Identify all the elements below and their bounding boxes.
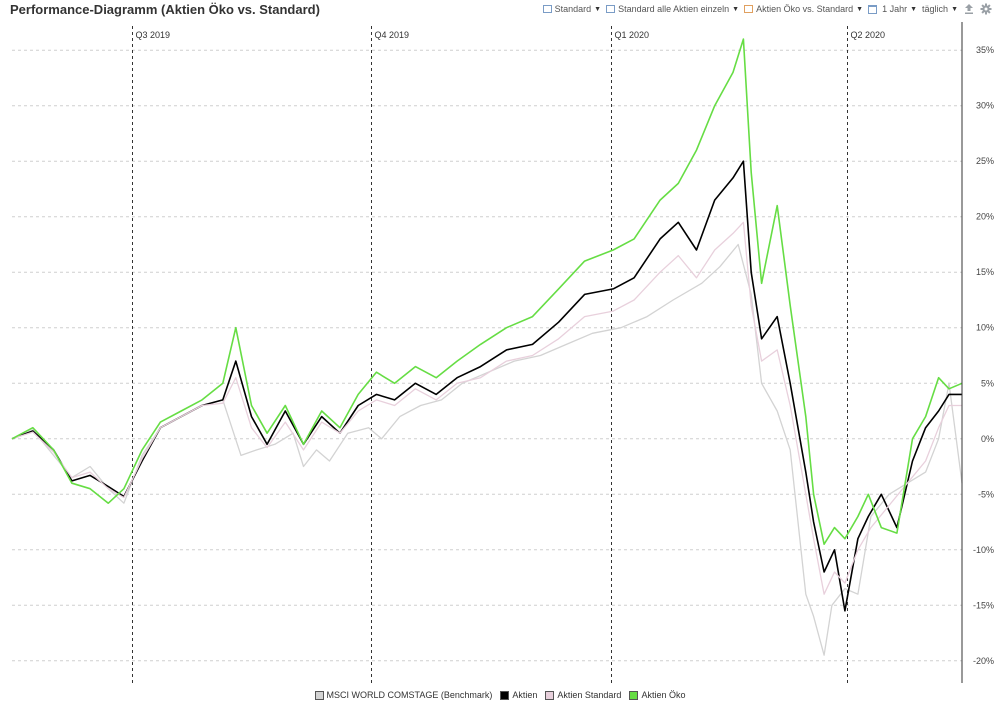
legend-item-aktien-oeko[interactable]: Aktien Öko [629, 690, 685, 700]
legend-swatch [545, 690, 555, 700]
legend-label: Aktien Öko [641, 690, 686, 700]
legend-item-aktien-standard[interactable]: Aktien Standard [545, 690, 621, 700]
series-layer [11, 38, 963, 656]
chart-box-icon [744, 5, 754, 13]
legend-label: Aktien [512, 690, 538, 700]
standard-all-stocks-selector[interactable]: Standard alle Aktien einzeln ▼ [606, 4, 739, 14]
series-line [11, 221, 962, 595]
y-tick-label: 0% [981, 434, 994, 444]
chart-box-icon [542, 5, 552, 13]
chevron-down-icon: ▼ [856, 5, 864, 13]
quarter-markers: Q3 2019 Q4 2019 Q1 2020 Q2 2020 [132, 26, 886, 683]
legend-label: Aktien Standard [557, 690, 622, 700]
y-tick-label: 35% [976, 45, 994, 55]
gear-icon[interactable] [980, 3, 992, 15]
legend-item-aktien[interactable]: Aktien [500, 690, 537, 700]
eco-vs-standard-selector[interactable]: Aktien Öko vs. Standard ▼ [744, 4, 863, 14]
quarter-label: Q3 2019 [136, 30, 171, 40]
page-title: Performance-Diagramm (Aktien Öko vs. Sta… [10, 2, 320, 17]
y-tick-label: 30% [976, 101, 994, 111]
grid-layer [12, 49, 962, 662]
interval-label: täglich [922, 4, 949, 14]
legend-label: MSCI WORLD COMSTAGE (Benchmark) [326, 690, 493, 700]
legend-swatch [629, 690, 639, 700]
interval-selector[interactable]: täglich ▼ [922, 4, 958, 14]
performance-chart: Q3 2019 Q4 2019 Q1 2020 Q2 2020 35% 30% 25% 20… [11, 22, 994, 683]
chevron-down-icon: ▼ [594, 5, 602, 13]
chart-box-icon [606, 5, 616, 13]
period-selector[interactable]: 1 Jahr ▼ [882, 4, 917, 14]
legend-item-benchmark[interactable]: MSCI WORLD COMSTAGE (Benchmark) [314, 690, 493, 700]
chevron-down-icon: ▼ [951, 5, 958, 13]
y-tick-label: -20% [973, 656, 994, 666]
y-tick-label: -15% [973, 600, 994, 610]
period-label: 1 Jahr [882, 4, 908, 14]
y-tick-label: 25% [976, 156, 994, 166]
y-tick-label: 10% [976, 323, 994, 333]
chart-legend: MSCI WORLD COMSTAGE (Benchmark) Aktien A… [0, 690, 1000, 700]
y-tick-label: -5% [978, 489, 994, 499]
eco-vs-standard-label: Aktien Öko vs. Standard [756, 4, 854, 14]
chevron-down-icon: ▼ [732, 5, 740, 13]
y-axis: 35% 30% 25% 20% 15% 10% 5% 0% -5% -10% -15% -20% [961, 22, 994, 683]
y-tick-label: 15% [976, 267, 994, 277]
y-tick-label: 5% [981, 378, 994, 388]
legend-swatch [314, 690, 324, 700]
quarter-label: Q1 2020 [615, 30, 650, 40]
standard-all-stocks-label: Standard alle Aktien einzeln [618, 4, 730, 14]
legend-swatch [500, 690, 510, 700]
upload-icon[interactable] [963, 3, 975, 15]
series-line [11, 160, 962, 612]
calendar-icon[interactable] [868, 4, 878, 14]
standard-view-label: Standard [554, 4, 592, 14]
standard-view-selector[interactable]: Standard ▼ [542, 4, 602, 14]
y-tick-label: 20% [976, 212, 994, 222]
quarter-label: Q4 2019 [375, 30, 410, 40]
y-tick-label: -10% [973, 545, 994, 555]
chart-toolbar: Standard ▼ Standard alle Aktien einzeln … [542, 3, 992, 15]
series-line [11, 243, 963, 656]
series-line [11, 38, 963, 546]
chevron-down-icon: ▼ [910, 5, 918, 13]
quarter-label: Q2 2020 [851, 30, 886, 40]
